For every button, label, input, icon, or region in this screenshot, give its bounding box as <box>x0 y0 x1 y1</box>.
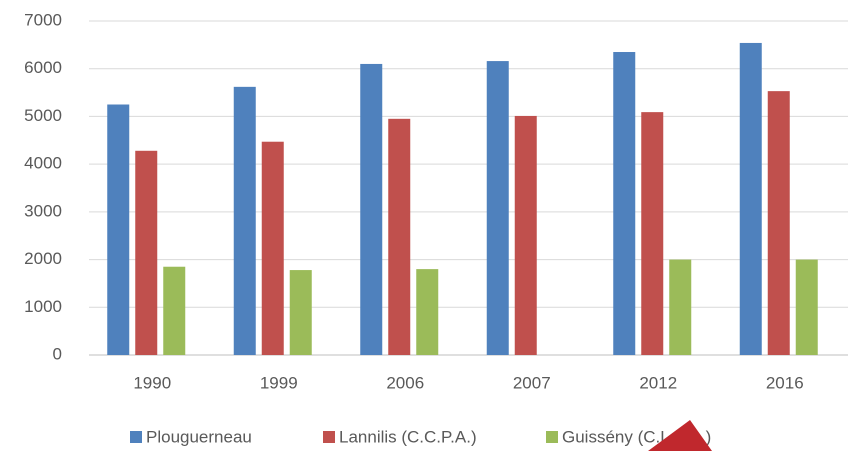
x-tick-label: 2012 <box>639 373 677 392</box>
legend-swatch <box>323 431 335 443</box>
y-tick-label: 0 <box>53 344 62 363</box>
y-tick-label: 5000 <box>24 106 62 125</box>
bar <box>767 91 790 355</box>
bar <box>486 61 509 356</box>
pointer-shape <box>648 420 712 451</box>
bar <box>163 266 186 355</box>
legend-label: Plouguerneau <box>146 427 252 446</box>
y-tick-label: 4000 <box>24 154 62 173</box>
y-tick-label: 2000 <box>24 249 62 268</box>
bar <box>289 270 312 355</box>
y-tick-label: 6000 <box>24 58 62 77</box>
bar <box>641 112 664 356</box>
bar <box>360 63 383 355</box>
bar <box>135 150 158 355</box>
bar <box>416 269 439 355</box>
y-tick-label: 7000 <box>24 10 62 29</box>
bar <box>388 118 411 355</box>
bar <box>669 259 692 355</box>
x-tick-label: 2016 <box>766 373 804 392</box>
bar <box>261 141 284 355</box>
x-tick-label: 2006 <box>386 373 424 392</box>
bar <box>514 115 537 355</box>
x-tick-label: 1999 <box>260 373 298 392</box>
y-tick-label: 1000 <box>24 297 62 316</box>
x-tick-label: 2007 <box>513 373 551 392</box>
x-tick-label: 1990 <box>133 373 171 392</box>
bar <box>233 86 256 356</box>
bar <box>795 259 818 355</box>
legend-swatch <box>130 431 142 443</box>
legend-swatch <box>546 431 558 443</box>
bar <box>613 52 636 356</box>
y-tick-label: 3000 <box>24 201 62 220</box>
bar <box>739 42 762 355</box>
bar <box>107 104 130 355</box>
legend-label: Lannilis (C.C.P.A.) <box>339 427 477 446</box>
